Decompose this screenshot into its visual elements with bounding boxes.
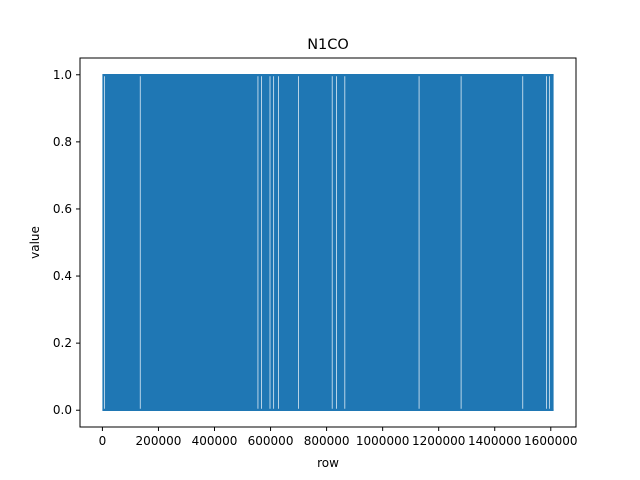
x-tick-label: 1400000 [468,434,521,448]
chart-title: N1CO [307,37,349,53]
y-tick-label: 0.0 [53,403,72,417]
x-axis: 0 200000 400000 600000 800000 1000000 1200000 1… [99,427,578,448]
x-tick-label: 1600000 [524,434,577,448]
x-tick-label: 0 [99,434,107,448]
x-tick-label: 1200000 [412,434,465,448]
x-tick-label: 600000 [248,434,294,448]
x-tick-label: 1000000 [356,434,409,448]
x-axis-label: row [317,456,339,470]
y-tick-label: 0.8 [53,135,72,149]
y-axis-label: value [28,226,42,259]
y-tick-label: 1.0 [53,68,72,82]
series-line-fill [102,74,554,411]
x-tick-label: 400000 [192,434,238,448]
x-tick-label: 800000 [304,434,350,448]
x-tick-label: 200000 [136,434,182,448]
y-tick-label: 0.6 [53,202,72,216]
y-tick-label: 0.4 [53,269,72,283]
y-axis: 0.0 0.2 0.4 0.6 0.8 1.0 [53,68,80,417]
plot-area [102,74,554,411]
y-tick-label: 0.2 [53,336,72,350]
plot-frame [79,57,577,428]
